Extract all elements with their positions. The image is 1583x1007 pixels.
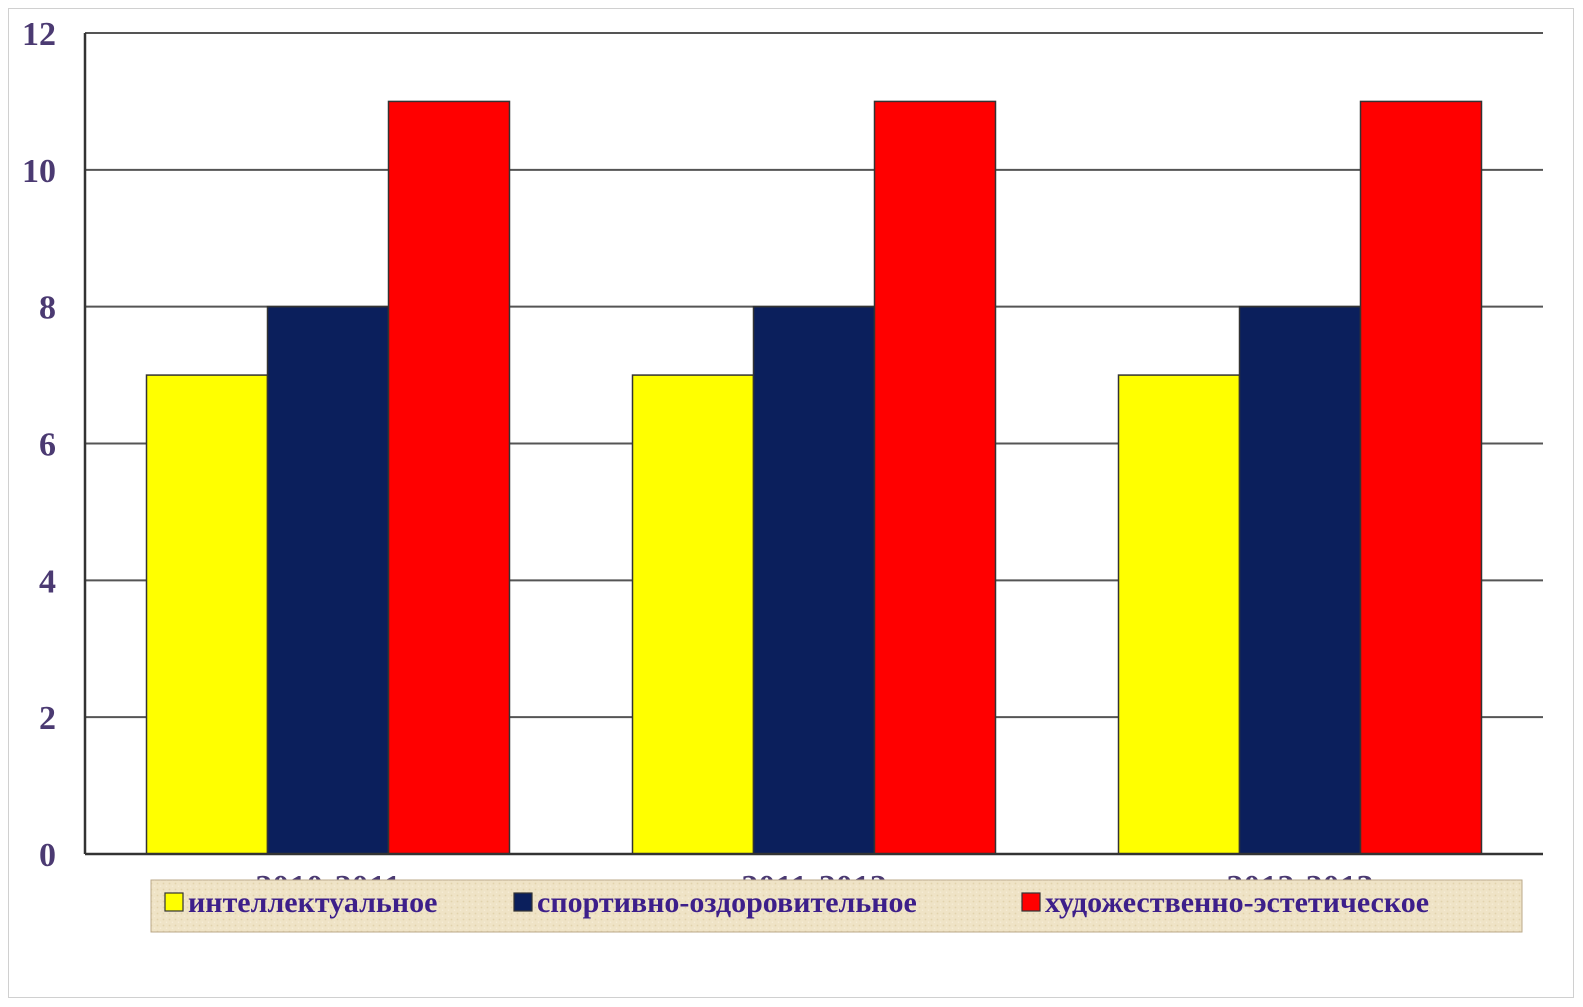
bars bbox=[145, 100, 1483, 855]
axes bbox=[83, 33, 1543, 856]
bar-3-3 bbox=[1359, 100, 1483, 855]
legend-swatch-1 bbox=[164, 892, 184, 912]
y-tick-label: 10 bbox=[22, 153, 56, 190]
y-tick-label: 0 bbox=[39, 837, 56, 874]
y-axis-ticks: 0 2 4 6 8 10 12 bbox=[22, 16, 56, 874]
legend-swatch-2 bbox=[513, 892, 533, 912]
y-tick-label: 2 bbox=[39, 700, 56, 737]
bar-3-2 bbox=[873, 100, 997, 855]
legend: интеллектуальное спортивно-оздоровительно… bbox=[150, 879, 1523, 933]
y-tick-label: 12 bbox=[22, 16, 56, 53]
legend-label-2: спортивно-оздоровительное bbox=[537, 886, 917, 919]
legend-swatch-3 bbox=[1021, 892, 1041, 912]
legend-label-3: художественно-эстетическое bbox=[1045, 886, 1429, 919]
bar-2-2 bbox=[752, 305, 876, 855]
legend-box bbox=[150, 879, 1523, 933]
bar-2-3 bbox=[1238, 305, 1362, 855]
bar-1-3 bbox=[1117, 374, 1241, 855]
legend-label-1: интеллектуальное bbox=[188, 886, 437, 919]
y-tick-label: 6 bbox=[39, 427, 56, 464]
bar-2-1 bbox=[266, 305, 390, 855]
y-tick-label: 4 bbox=[39, 563, 56, 600]
bar-1-1 bbox=[145, 374, 269, 855]
bar-3-1 bbox=[387, 100, 511, 855]
bar-1-2 bbox=[631, 374, 755, 855]
y-tick-label: 8 bbox=[39, 290, 56, 327]
